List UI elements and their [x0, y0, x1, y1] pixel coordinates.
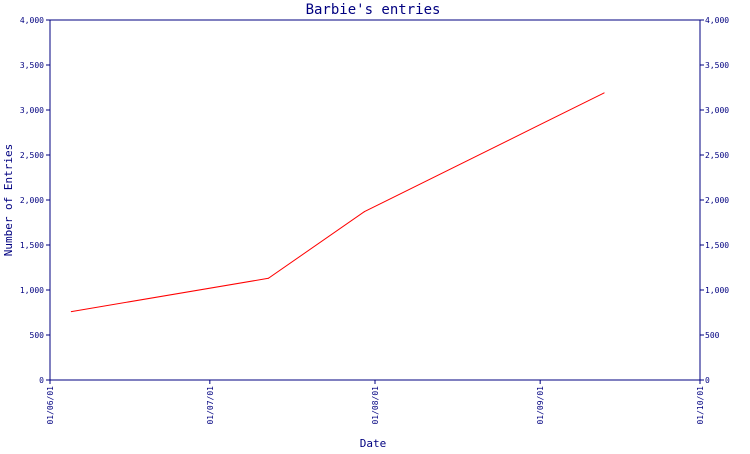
x-axis: 01/06/01 01/07/01 01/08/01 01/09/01 01/10/01 [46, 380, 705, 425]
x-tick-label: 01/08/01 [371, 386, 380, 425]
y-tick-label-left: 1,000 [20, 286, 44, 295]
x-tick-label: 01/09/01 [536, 386, 545, 425]
x-tick-label: 01/06/01 [46, 386, 55, 425]
data-point [363, 211, 365, 213]
y-tick-label-right: 2,500 [705, 151, 729, 160]
x-axis-label: Date [360, 437, 387, 450]
plot-border [49, 19, 701, 381]
y-tick-label-left: 500 [30, 331, 45, 340]
series-line-0 [71, 92, 605, 313]
y-tick-label-right: 4,000 [705, 16, 729, 25]
y-tick-label-right: 3,500 [705, 61, 729, 70]
series-layer [70, 92, 605, 313]
data-point [267, 277, 269, 279]
y-tick-label-left: 0 [39, 376, 44, 385]
plot-frame [49, 19, 701, 381]
right-y-axis: 0 500 1,000 1,500 2,000 2,500 3,000 3,500 4,000 [700, 16, 729, 385]
y-tick-label-left: 1,500 [20, 241, 44, 250]
x-tick-label: 01/10/01 [696, 386, 705, 425]
y-axis-label: Number of Entries [2, 144, 15, 257]
y-tick-label-left: 2,000 [20, 196, 44, 205]
data-point [603, 92, 605, 94]
y-tick-label-right: 1,000 [705, 286, 729, 295]
y-tick-label-right: 0 [705, 376, 710, 385]
left-y-axis: 0 500 1,000 1,500 2,000 2,500 3,000 3,500 4,000 [20, 16, 50, 385]
y-tick-label-right: 2,000 [705, 196, 729, 205]
y-tick-label-right: 1,500 [705, 241, 729, 250]
y-tick-label-left: 3,000 [20, 106, 44, 115]
y-tick-label-left: 4,000 [20, 16, 44, 25]
data-point [70, 311, 72, 313]
y-tick-label-left: 2,500 [20, 151, 44, 160]
y-tick-label-right: 3,000 [705, 106, 729, 115]
y-tick-label-right: 500 [705, 331, 720, 340]
x-tick-label: 01/07/01 [206, 386, 215, 425]
y-tick-label-left: 3,500 [20, 61, 44, 70]
chart-title: Barbie's entries [306, 2, 441, 18]
